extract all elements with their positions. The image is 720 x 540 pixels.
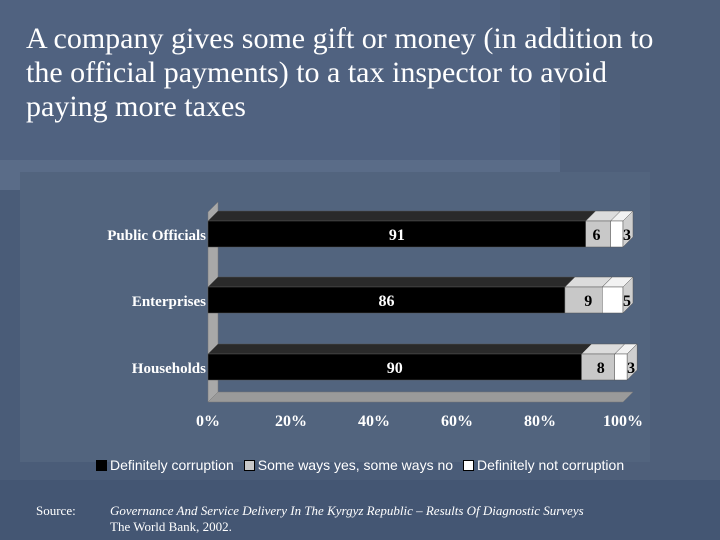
chart-panel: 91 6 3 Public Officials 86 9 5 Enterprises 90 8 3 H… [20, 172, 650, 462]
legend-swatch-definitely-not [463, 459, 475, 471]
data-label: 8 [597, 360, 605, 377]
category-label: Public Officials [107, 228, 206, 244]
category-label: Households [132, 361, 206, 377]
legend-label: Definitely not corruption [477, 457, 625, 473]
chart-bars [207, 210, 638, 381]
legend-item: Definitely not corruption [463, 457, 624, 473]
bar-top-face [207, 210, 597, 222]
bar-top-face [207, 343, 593, 355]
bar-segment [207, 220, 586, 248]
data-label: 86 [378, 293, 394, 310]
background-block [0, 480, 720, 540]
legend-swatch-definitely-corruption [96, 459, 107, 471]
bar-segment [614, 353, 628, 381]
bar-segment [207, 353, 582, 381]
x-tick-label: 80% [524, 413, 556, 430]
data-label: 5 [623, 293, 631, 310]
bar-segment [585, 220, 611, 248]
bar-side-face [622, 276, 634, 314]
bar-segment [581, 353, 615, 381]
source-citation: Governance And Service Delivery In The K… [110, 503, 584, 518]
bar-segment [602, 286, 624, 314]
x-tick-label: 100% [603, 413, 643, 430]
data-label: 6 [593, 227, 601, 244]
x-tick-label: 60% [441, 413, 473, 430]
bar-segment [207, 286, 566, 314]
bar-segment [610, 220, 624, 248]
data-label: 90 [387, 360, 403, 377]
slide-title: A company gives some gift or money (in a… [26, 22, 654, 123]
data-label: 9 [584, 293, 592, 310]
bar-top-face [207, 276, 576, 288]
category-label: Enterprises [132, 294, 206, 310]
chart-legend: Definitely corruption Some ways yes, som… [96, 456, 656, 474]
chart-floor [207, 391, 634, 403]
bar-side-face [622, 210, 634, 248]
x-tick-label: 20% [275, 413, 307, 430]
x-tick-label: 40% [358, 413, 390, 430]
chart-labels: 91 6 3 Public Officials 86 9 5 Enterprises 90 8 3 H… [107, 227, 643, 430]
bar-side-face [626, 343, 638, 381]
data-label: 3 [623, 227, 631, 244]
legend-label: Definitely corruption [110, 457, 234, 473]
source-publisher: The World Bank, 2002. [110, 519, 232, 534]
source-text: Governance And Service Delivery In The K… [110, 503, 700, 535]
chart: 91 6 3 Public Officials 86 9 5 Enterprises 90 8 3 H… [107, 201, 643, 430]
bar-segment [564, 286, 603, 314]
data-label: 3 [627, 360, 635, 377]
legend-label: Some ways yes, some ways no [257, 457, 454, 473]
legend-item: Some ways yes, some ways no [243, 457, 454, 473]
x-tick-label: 0% [196, 413, 220, 430]
data-label: 91 [389, 227, 405, 244]
source-label: Source: [36, 503, 76, 518]
legend-swatch-some-ways [243, 459, 255, 471]
legend-item: Definitely corruption [96, 457, 234, 473]
